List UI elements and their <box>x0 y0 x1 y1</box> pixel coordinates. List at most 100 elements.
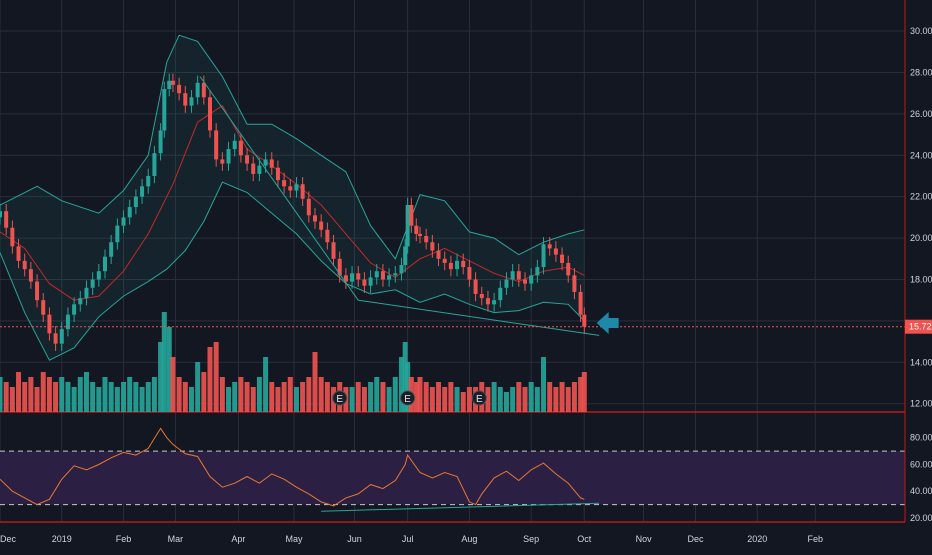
candle[interactable] <box>504 279 509 288</box>
candle[interactable] <box>90 279 95 288</box>
candle[interactable] <box>547 244 552 249</box>
candle[interactable] <box>245 155 250 164</box>
candle[interactable] <box>516 271 521 280</box>
candle[interactable] <box>121 217 126 226</box>
candle[interactable] <box>162 89 167 131</box>
candle[interactable] <box>282 180 287 187</box>
earnings-event-marker[interactable]: E <box>332 390 348 406</box>
candle[interactable] <box>84 287 89 299</box>
candle[interactable] <box>78 298 83 305</box>
earnings-event-marker[interactable]: E <box>400 390 416 406</box>
candle[interactable] <box>238 140 243 156</box>
candle[interactable] <box>582 314 587 327</box>
candle[interactable] <box>306 198 311 216</box>
candle[interactable] <box>294 184 299 191</box>
candle[interactable] <box>158 130 163 154</box>
candle[interactable] <box>560 254 565 263</box>
candle[interactable] <box>387 275 392 280</box>
candle[interactable] <box>399 265 404 274</box>
candle[interactable] <box>300 184 305 199</box>
candle[interactable] <box>28 269 33 282</box>
candle[interactable] <box>167 80 172 90</box>
candle[interactable] <box>529 275 534 284</box>
candle[interactable] <box>541 244 546 268</box>
candle[interactable] <box>275 167 280 181</box>
candle[interactable] <box>510 271 515 280</box>
candle[interactable] <box>16 246 21 261</box>
candle[interactable] <box>424 236 429 243</box>
candle[interactable] <box>337 258 342 276</box>
candle[interactable] <box>368 277 373 286</box>
candle[interactable] <box>331 242 336 259</box>
candle[interactable] <box>220 159 225 164</box>
candle[interactable] <box>189 97 194 106</box>
candle[interactable] <box>313 215 317 222</box>
candle[interactable] <box>479 293 484 299</box>
candle[interactable] <box>409 204 414 226</box>
candle[interactable] <box>41 300 46 315</box>
candle[interactable] <box>10 227 15 247</box>
candle[interactable] <box>0 211 2 218</box>
candle[interactable] <box>553 248 558 255</box>
candle[interactable] <box>319 221 324 230</box>
candle[interactable] <box>436 250 441 259</box>
candle[interactable] <box>201 82 206 98</box>
candle[interactable] <box>467 267 472 280</box>
candle[interactable] <box>325 229 330 243</box>
candle[interactable] <box>4 211 9 228</box>
candle[interactable] <box>492 300 497 305</box>
candle[interactable] <box>374 271 379 278</box>
candle[interactable] <box>65 314 70 330</box>
candle[interactable] <box>146 175 151 187</box>
candle[interactable] <box>133 196 138 208</box>
candle[interactable] <box>448 262 453 270</box>
candle[interactable] <box>380 271 385 280</box>
candle[interactable] <box>208 97 212 131</box>
candle[interactable] <box>195 82 200 98</box>
candle[interactable] <box>214 130 219 160</box>
candle[interactable] <box>393 273 398 276</box>
candle[interactable] <box>405 204 410 247</box>
candle[interactable] <box>403 246 408 266</box>
candle[interactable] <box>461 260 466 268</box>
earnings-event-badge[interactable] <box>400 390 416 406</box>
candle[interactable] <box>414 225 419 234</box>
candle[interactable] <box>47 314 52 334</box>
candle[interactable] <box>127 207 132 218</box>
candle[interactable] <box>288 186 293 191</box>
candle[interactable] <box>498 287 503 301</box>
candle[interactable] <box>140 186 145 197</box>
candle[interactable] <box>350 273 355 282</box>
earnings-event-badge[interactable] <box>471 390 487 406</box>
candle[interactable] <box>35 281 40 301</box>
candle[interactable] <box>96 271 101 280</box>
candle[interactable] <box>152 153 157 176</box>
candle[interactable] <box>59 329 64 344</box>
candle[interactable] <box>566 262 571 276</box>
candle[interactable] <box>183 93 188 106</box>
candle[interactable] <box>362 279 367 286</box>
earnings-event-badge[interactable] <box>332 390 348 406</box>
candle[interactable] <box>251 163 256 174</box>
price-candles[interactable] <box>0 73 587 351</box>
candle[interactable] <box>177 84 182 94</box>
candle[interactable] <box>257 165 262 174</box>
candle[interactable] <box>263 159 268 166</box>
earnings-event-marker[interactable]: E <box>471 390 487 406</box>
candle[interactable] <box>232 140 237 150</box>
candle[interactable] <box>72 304 77 315</box>
candle[interactable] <box>473 279 478 294</box>
candle[interactable] <box>485 298 490 305</box>
candle[interactable] <box>535 267 540 276</box>
candle[interactable] <box>578 291 583 315</box>
candle[interactable] <box>442 258 447 263</box>
candle[interactable] <box>109 242 114 257</box>
candle[interactable] <box>572 275 577 292</box>
candle[interactable] <box>103 256 107 272</box>
candle[interactable] <box>53 333 58 344</box>
candle[interactable] <box>455 260 460 270</box>
candle[interactable] <box>269 159 274 168</box>
candle[interactable] <box>226 149 231 164</box>
